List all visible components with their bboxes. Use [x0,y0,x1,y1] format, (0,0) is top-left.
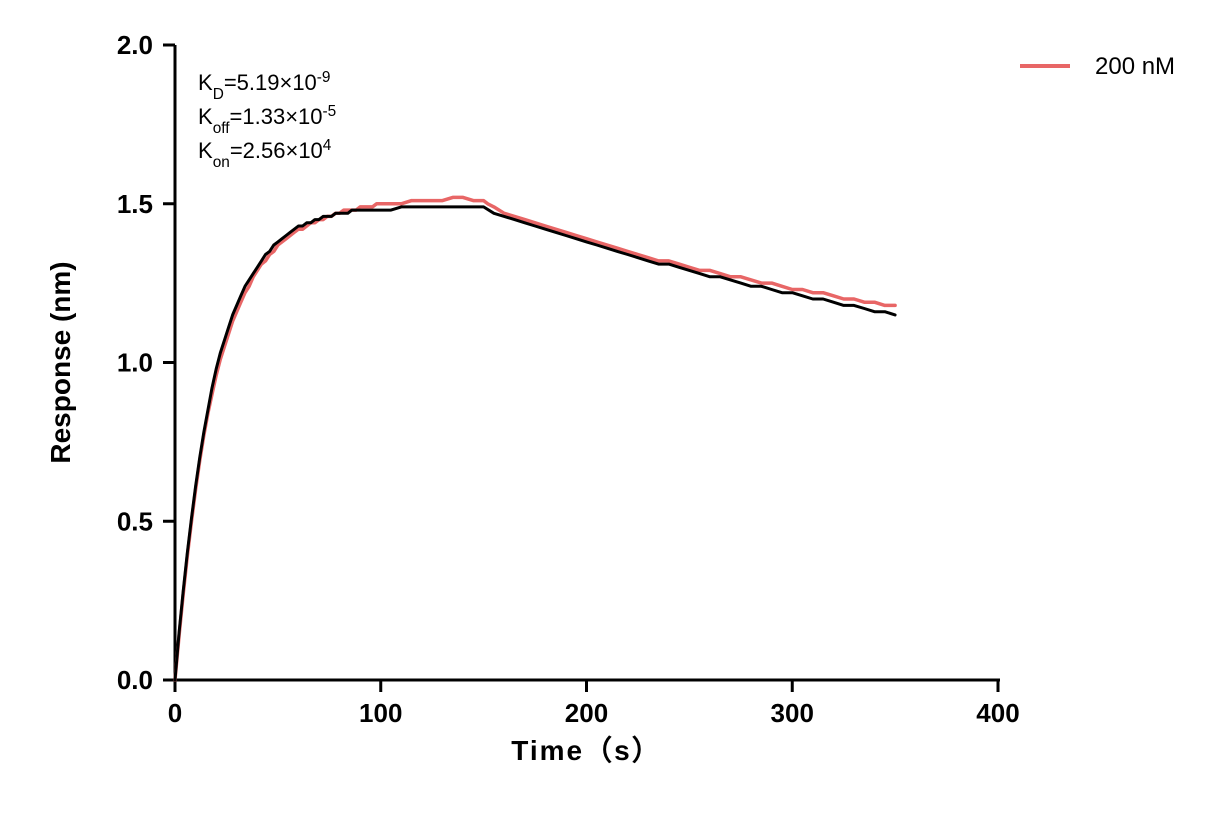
y-tick-label: 2.0 [117,30,153,60]
x-tick-label: 200 [565,698,608,728]
annotation-line: KD=5.19×10-9 [198,69,330,103]
y-tick-label: 1.0 [117,348,153,378]
x-tick-label: 100 [359,698,402,728]
y-tick-label: 0.0 [117,665,153,695]
x-tick-label: 0 [168,698,182,728]
y-tick-label: 0.5 [117,506,153,536]
kinetics-chart: 0 100 200 300 400 0.0 0.5 1.0 1.5 2.0 Time（s） Respo… [0,0,1212,825]
legend-label: 200 nM [1095,53,1175,80]
x-axis-label: Time（s） [511,734,661,766]
y-axis-label: Response (nm) [45,261,76,463]
chart-svg: 0 100 200 300 400 0.0 0.5 1.0 1.5 2.0 Time（s） Respo… [0,0,1212,825]
annotation-line: Kon=2.56×104 [198,137,332,171]
series-fit [175,207,895,680]
x-tick-label: 400 [976,698,1019,728]
series-200 nM [175,197,895,680]
y-tick-label: 1.5 [117,189,153,219]
x-tick-label: 300 [771,698,814,728]
annotation-line: Koff=1.33×10-5 [198,103,336,137]
